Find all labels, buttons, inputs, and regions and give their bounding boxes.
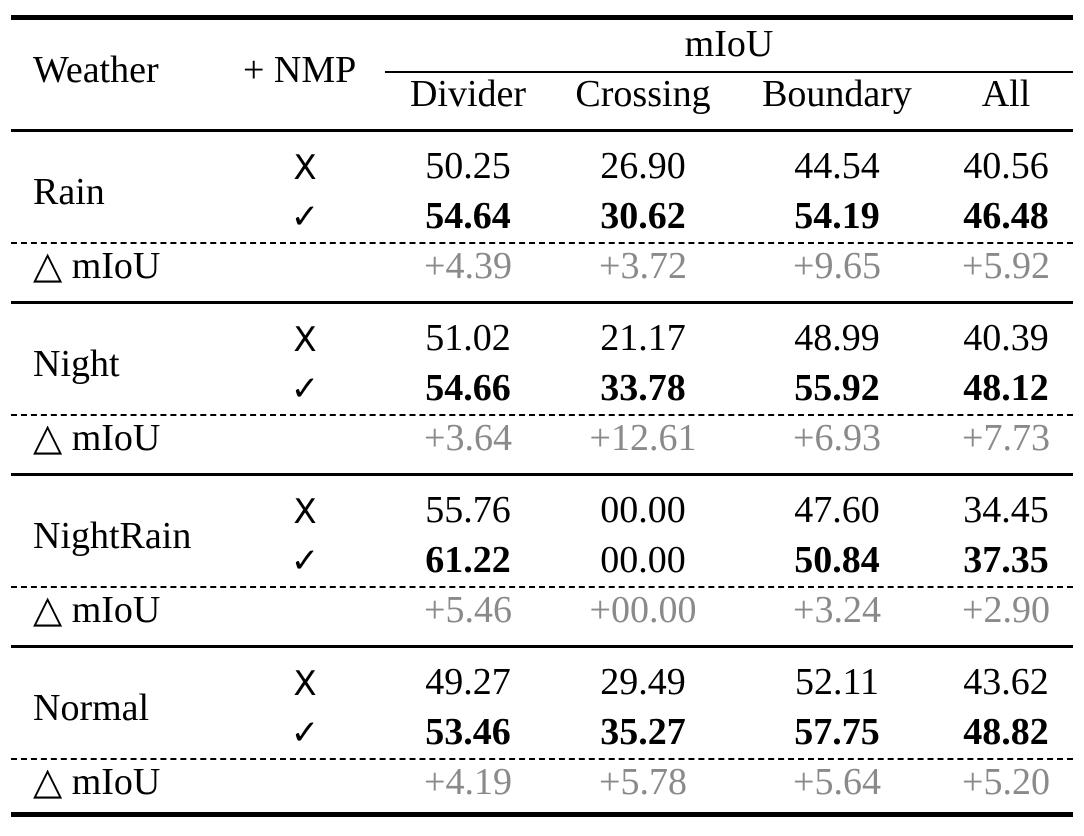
value-with-night-crossing: 33.78 — [600, 367, 686, 409]
group-name-normal: Normal — [33, 687, 150, 729]
value-with-rain-crossing: 30.62 — [600, 195, 686, 237]
value-with-normal-crossing: 35.27 — [600, 711, 686, 753]
mark-with-nightrain: ✓ — [290, 541, 320, 581]
value-without-night-crossing: 21.17 — [600, 317, 686, 359]
dashed-rule-normal — [11, 758, 1073, 760]
delta-night-divider: +3.64 — [424, 417, 512, 459]
miou-subrule — [385, 71, 1073, 73]
value-with-rain-all: 46.48 — [963, 195, 1049, 237]
group-rule-rain — [11, 129, 1073, 132]
value-with-nightrain-crossing: 00.00 — [600, 539, 686, 581]
value-without-normal-divider: 49.27 — [425, 661, 511, 703]
group-name-night: Night — [33, 343, 120, 385]
group-name-nightrain: NightRain — [33, 515, 192, 557]
value-without-nightrain-all: 34.45 — [963, 489, 1049, 531]
delta-rain-divider: +4.39 — [424, 245, 512, 287]
delta-label-normal: △ mIoU — [33, 761, 161, 803]
dashed-rule-rain — [11, 242, 1073, 244]
delta-rain-all: +5.92 — [962, 245, 1050, 287]
value-without-night-all: 40.39 — [963, 317, 1049, 359]
value-without-rain-all: 40.56 — [963, 145, 1049, 187]
header-col-all: All — [981, 73, 1031, 115]
value-without-rain-divider: 50.25 — [425, 145, 511, 187]
value-with-normal-all: 48.82 — [963, 711, 1049, 753]
value-with-night-divider: 54.66 — [425, 367, 511, 409]
delta-label-nightrain: △ mIoU — [33, 589, 161, 631]
delta-normal-all: +5.20 — [962, 761, 1050, 803]
mark-without-nightrain: X — [293, 492, 317, 532]
value-without-night-boundary: 48.99 — [794, 317, 880, 359]
delta-normal-crossing: +5.78 — [599, 761, 687, 803]
delta-normal-boundary: +5.64 — [793, 761, 881, 803]
delta-normal-divider: +4.19 — [424, 761, 512, 803]
delta-night-all: +7.73 — [962, 417, 1050, 459]
delta-label-night: △ mIoU — [33, 417, 161, 459]
mark-without-night: X — [293, 320, 317, 360]
mark-without-normal: X — [293, 664, 317, 704]
mark-with-night: ✓ — [290, 369, 320, 409]
value-without-normal-crossing: 29.49 — [600, 661, 686, 703]
delta-rain-boundary: +9.65 — [793, 245, 881, 287]
header-nmp: + NMP — [243, 49, 357, 91]
delta-nightrain-boundary: +3.24 — [793, 589, 881, 631]
value-without-normal-all: 43.62 — [963, 661, 1049, 703]
group-rule-nightrain — [11, 473, 1073, 476]
value-with-normal-boundary: 57.75 — [794, 711, 880, 753]
delta-nightrain-crossing: +00.00 — [589, 589, 697, 631]
value-without-nightrain-boundary: 47.60 — [794, 489, 880, 531]
value-without-rain-boundary: 44.54 — [794, 145, 880, 187]
mark-with-normal: ✓ — [290, 713, 320, 753]
value-without-rain-crossing: 26.90 — [600, 145, 686, 187]
header-col-crossing: Crossing — [575, 73, 711, 115]
delta-night-boundary: +6.93 — [793, 417, 881, 459]
header-weather: Weather — [33, 49, 159, 91]
bottom-rule — [11, 812, 1073, 817]
value-with-nightrain-boundary: 50.84 — [794, 539, 880, 581]
header-col-boundary: Boundary — [762, 73, 912, 115]
value-with-night-all: 48.12 — [963, 367, 1049, 409]
delta-night-crossing: +12.61 — [589, 417, 697, 459]
delta-nightrain-divider: +5.46 — [424, 589, 512, 631]
header-miou: mIoU — [684, 23, 774, 65]
value-with-nightrain-divider: 61.22 — [425, 539, 511, 581]
value-without-night-divider: 51.02 — [425, 317, 511, 359]
top-rule — [11, 15, 1073, 20]
delta-nightrain-all: +2.90 — [962, 589, 1050, 631]
delta-label-rain: △ mIoU — [33, 245, 161, 287]
value-with-night-boundary: 55.92 — [794, 367, 880, 409]
group-name-rain: Rain — [33, 171, 105, 213]
delta-rain-crossing: +3.72 — [599, 245, 687, 287]
value-with-rain-boundary: 54.19 — [794, 195, 880, 237]
dashed-rule-night — [11, 414, 1073, 416]
value-with-rain-divider: 54.64 — [425, 195, 511, 237]
mark-with-rain: ✓ — [290, 197, 320, 237]
group-rule-night — [11, 301, 1073, 304]
value-without-normal-boundary: 52.11 — [794, 661, 880, 703]
value-with-nightrain-all: 37.35 — [963, 539, 1049, 581]
value-with-normal-divider: 53.46 — [425, 711, 511, 753]
header-col-divider: Divider — [409, 73, 527, 115]
mark-without-rain: X — [293, 148, 317, 188]
group-rule-normal — [11, 645, 1073, 648]
value-without-nightrain-crossing: 00.00 — [600, 489, 686, 531]
value-without-nightrain-divider: 55.76 — [425, 489, 511, 531]
dashed-rule-nightrain — [11, 586, 1073, 588]
